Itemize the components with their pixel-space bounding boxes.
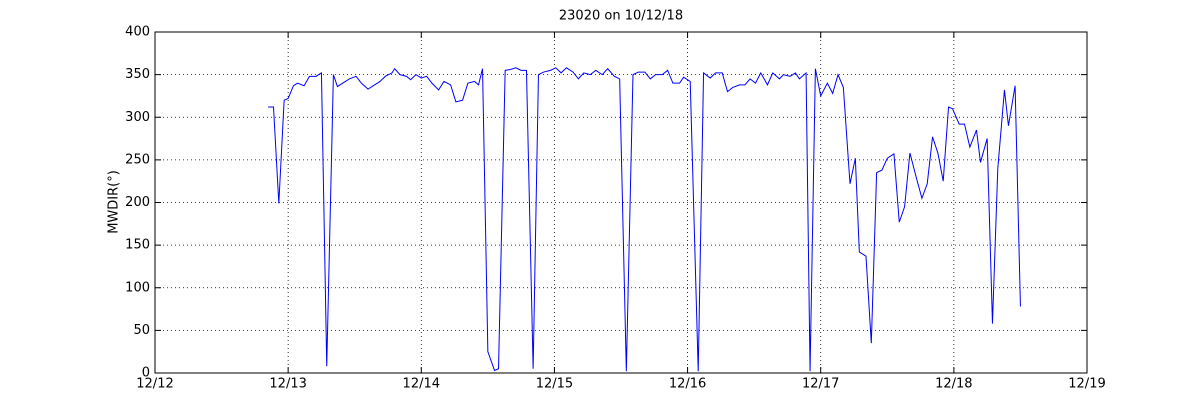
- y-tick-label: 50: [133, 323, 150, 338]
- x-tick-label: 12/12: [136, 377, 173, 392]
- chart-title: 23020 on 10/12/18: [559, 9, 683, 24]
- x-tick-label: 12/17: [802, 377, 839, 392]
- plot-frame: [154, 31, 1088, 374]
- y-tick-label: 0: [142, 366, 150, 381]
- y-tick-label: 100: [125, 280, 150, 295]
- y-tick-label: 350: [125, 67, 150, 82]
- x-tick-label: 12/14: [403, 377, 440, 392]
- x-tick-label: 12/13: [269, 377, 306, 392]
- y-tick-label: 400: [125, 25, 150, 40]
- x-tick-label: 12/16: [669, 377, 706, 392]
- y-tick-label: 200: [125, 195, 150, 210]
- y-axis-label: MWDIR(°): [107, 170, 122, 234]
- x-tick-label: 12/15: [536, 377, 573, 392]
- y-tick-label: 250: [125, 152, 150, 167]
- y-tick-label: 300: [125, 110, 150, 125]
- x-tick-label: 12/18: [935, 377, 972, 392]
- x-tick-label: 12/19: [1068, 377, 1105, 392]
- y-tick-label: 150: [125, 238, 150, 253]
- data-line: [268, 67, 1021, 372]
